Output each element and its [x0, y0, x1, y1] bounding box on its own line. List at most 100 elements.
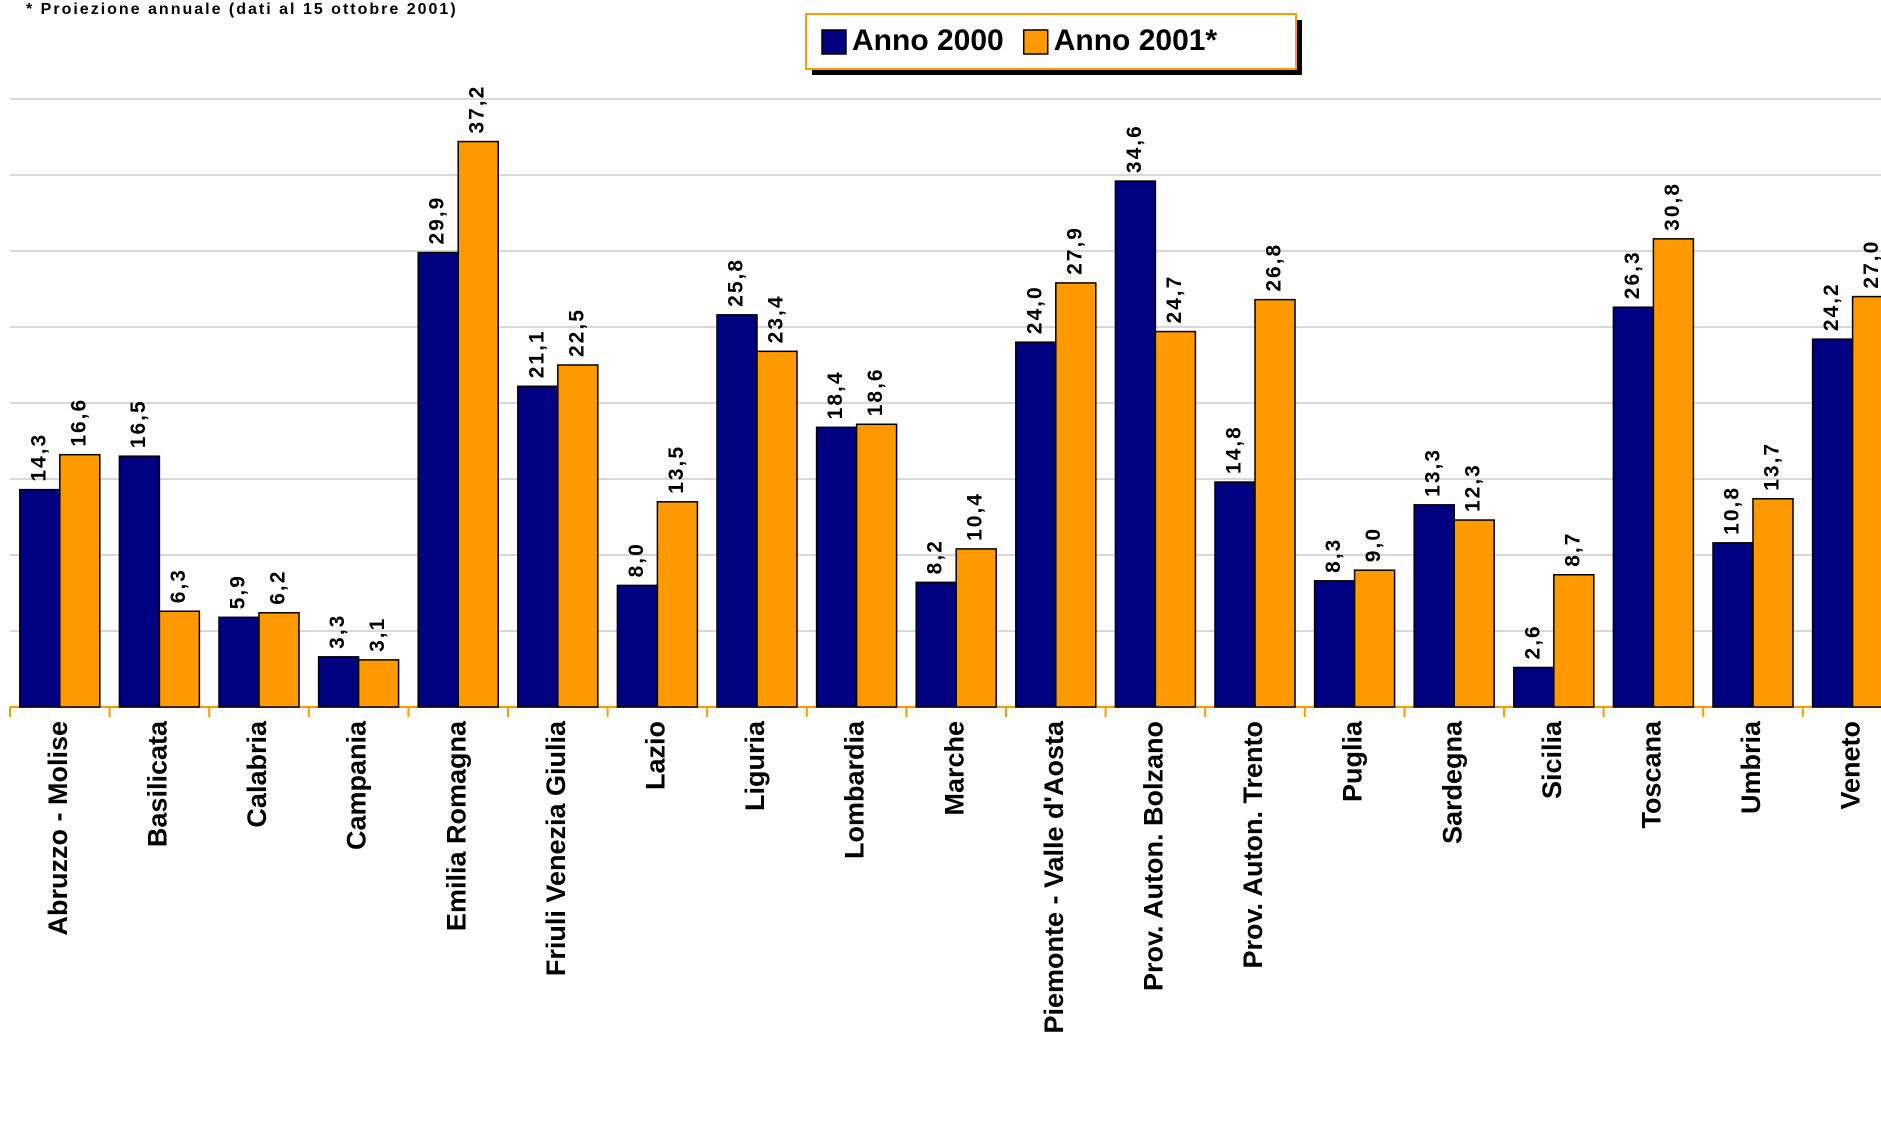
- bar: [457, 140, 499, 708]
- bar: [59, 453, 101, 708]
- bar: [855, 423, 898, 708]
- bar: [1712, 542, 1754, 708]
- bar: [1254, 298, 1296, 708]
- value-label: 29,9: [426, 196, 449, 245]
- bar: [1353, 569, 1396, 708]
- bar: [1114, 180, 1157, 708]
- bar: [557, 364, 599, 708]
- value-label: 23,4: [765, 294, 788, 343]
- value-label: 18,4: [824, 370, 847, 419]
- bar: [616, 584, 659, 708]
- value-label: 16,5: [127, 399, 150, 448]
- value-label: 26,8: [1263, 243, 1286, 292]
- bar: [1214, 481, 1256, 708]
- value-label: 13,7: [1761, 442, 1784, 491]
- bar: [1851, 295, 1881, 708]
- bar: [716, 314, 758, 708]
- value-label: 8,3: [1322, 538, 1345, 573]
- x-tick-label: Sicilia: [1537, 720, 1567, 799]
- x-tick-label: Puglia: [1338, 720, 1368, 802]
- value-label: 3,1: [366, 617, 389, 652]
- bar: [357, 659, 400, 708]
- bar: [1811, 338, 1854, 708]
- x-tick-label: Prov. Auton. Trento: [1238, 721, 1268, 969]
- x-tick-label: Toscana: [1637, 720, 1667, 829]
- value-label: 8,0: [625, 542, 648, 577]
- bar: [218, 616, 260, 708]
- value-label: 5,9: [227, 574, 250, 609]
- value-label: 18,6: [864, 367, 887, 416]
- bar: [815, 426, 858, 708]
- value-label: 22,5: [565, 308, 588, 357]
- bar: [955, 548, 997, 708]
- x-tick-label: Prov. Auton. Bolzano: [1139, 721, 1169, 991]
- value-label: 9,0: [1362, 527, 1385, 562]
- value-label: 14,8: [1223, 425, 1246, 474]
- x-tick-label: Umbria: [1736, 720, 1766, 814]
- value-label: 13,3: [1422, 448, 1445, 497]
- value-label: 13,5: [665, 445, 688, 494]
- bar: [19, 488, 61, 708]
- legend-label: Anno 2001*: [1054, 24, 1218, 57]
- bar: [158, 610, 201, 708]
- bar: [118, 455, 161, 708]
- value-label: 8,7: [1561, 532, 1584, 567]
- value-label: 24,0: [1023, 285, 1046, 334]
- bar: [1612, 306, 1655, 708]
- x-tick-label: Emilia Romagna: [441, 720, 471, 931]
- value-label: 10,8: [1721, 486, 1744, 535]
- value-label: 2,6: [1521, 624, 1544, 659]
- bar: [517, 385, 559, 708]
- value-label: 10,4: [964, 492, 987, 541]
- legend-box: [805, 13, 1297, 70]
- bar: [1513, 666, 1555, 708]
- x-tick-label: Basilicata: [143, 720, 173, 847]
- value-label: 16,6: [67, 398, 90, 447]
- x-tick-label: Lazio: [641, 721, 671, 790]
- x-tick-label: Liguria: [740, 720, 770, 811]
- value-label: 14,3: [27, 433, 50, 482]
- x-tick-label: Veneto: [1836, 721, 1866, 810]
- bar: [756, 350, 798, 708]
- bar: [1015, 341, 1057, 708]
- bar: [656, 501, 699, 708]
- bar: [915, 581, 957, 708]
- value-label: 34,6: [1123, 124, 1146, 173]
- x-tick-label: Lombardia: [840, 720, 870, 859]
- bar: [1652, 238, 1695, 708]
- bar: [1413, 504, 1455, 708]
- value-label: 30,8: [1661, 182, 1684, 231]
- x-tick-label: Friuli Venezia Giulia: [541, 720, 571, 976]
- bar: [1752, 498, 1794, 708]
- value-label: 37,2: [466, 85, 489, 134]
- value-label: 8,2: [924, 539, 947, 574]
- value-label: 12,3: [1462, 463, 1485, 512]
- value-label: 21,1: [525, 329, 548, 378]
- bar: [1453, 519, 1495, 708]
- value-label: 24,2: [1820, 282, 1843, 331]
- legend-swatch: [821, 29, 847, 55]
- bar: [1553, 574, 1595, 708]
- value-label: 6,2: [267, 570, 290, 605]
- x-tick-label: Calabria: [242, 720, 272, 828]
- value-label: 24,7: [1163, 275, 1186, 324]
- chart-subtitle: * Proiezione annuale (dati al 15 ottobre…: [26, 1, 458, 18]
- legend-swatch: [1022, 29, 1049, 55]
- x-tick-label: Piemonte - Valle d'Aosta: [1039, 720, 1069, 1033]
- value-label: 6,3: [167, 568, 190, 603]
- bar: [317, 656, 360, 708]
- value-label: 3,3: [326, 614, 349, 649]
- bar: [258, 612, 300, 708]
- x-tick-label: Campania: [342, 720, 372, 850]
- value-label: 26,3: [1621, 250, 1644, 299]
- value-label: 25,8: [725, 258, 748, 307]
- x-tick-label: Marche: [939, 721, 969, 816]
- x-tick-label: Abruzzo - Molise: [43, 721, 73, 936]
- value-label: 27,0: [1860, 240, 1881, 289]
- bar: [417, 251, 459, 708]
- bar: [1055, 282, 1097, 708]
- bar: [1154, 330, 1197, 708]
- legend-label: Anno 2000: [852, 24, 1004, 57]
- value-label: 27,9: [1063, 226, 1086, 275]
